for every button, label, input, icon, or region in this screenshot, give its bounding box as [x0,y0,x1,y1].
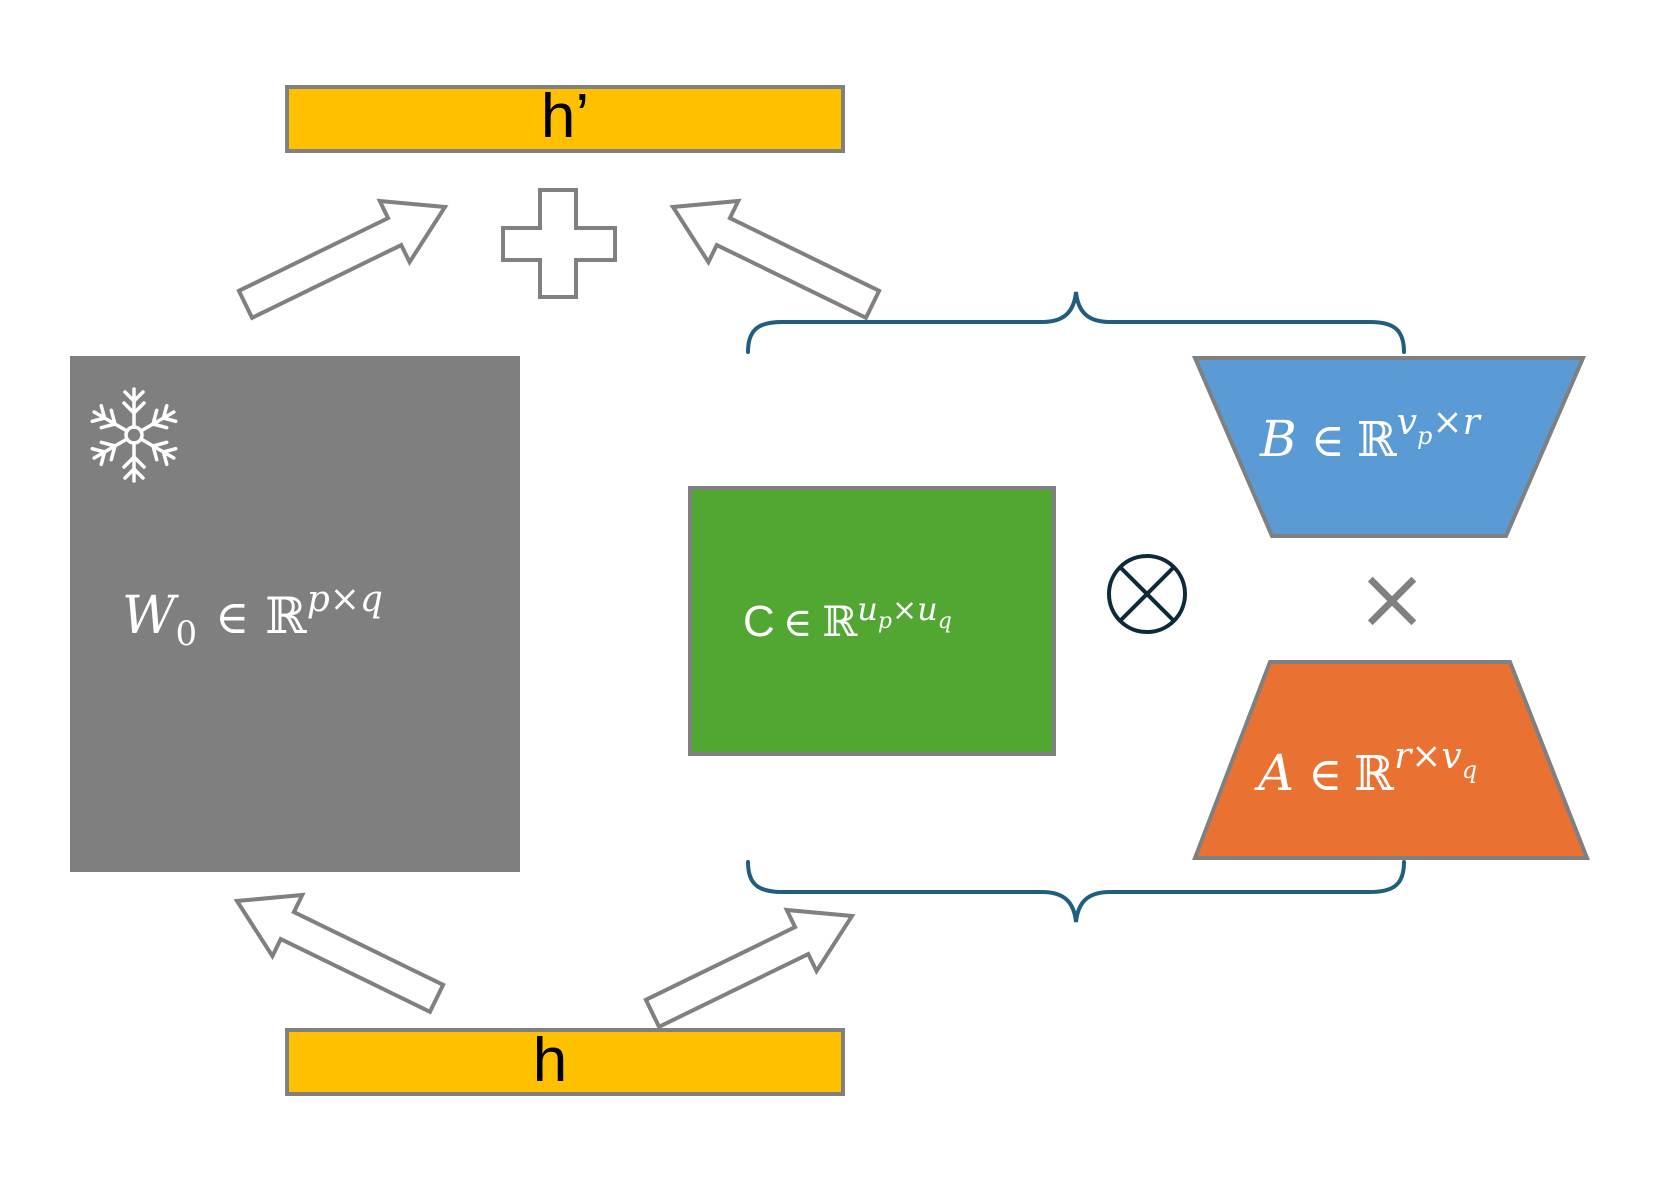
bottom-brace [746,860,1406,923]
kronecker-product-icon [1107,554,1187,634]
matrix-a-formula: A ∈ ℝr×vq [1254,736,1477,802]
times-symbol: × [1356,549,1428,649]
output-bar-label: h’ [541,82,589,151]
arrow-h-to-w0 [233,892,446,1015]
output-bar: h’ [285,82,845,153]
matrix-b-formula: B ∈ ℝvp×r [1259,402,1482,468]
arrow-adapter-to-sum [669,198,882,321]
top-brace [746,291,1406,354]
core-tensor-formula: C ∈ ℝup×uq [743,590,952,646]
frozen-weight-formula: W0 ∈ ℝp×q [122,579,383,654]
plus-icon [501,188,617,299]
snowflake-icon [87,387,181,483]
arrow-h-to-adapter [643,907,856,1030]
frozen-weight-block: W0 ∈ ℝp×q [70,356,520,872]
input-bar: h [285,1026,845,1096]
core-tensor-block: C ∈ ℝup×uq [688,486,1056,756]
input-bar-label: h [533,1026,567,1095]
matrix-b-block: B ∈ ℝvp×r [1191,356,1587,538]
arrow-w0-to-sum [236,198,449,321]
matrix-a-block: A ∈ ℝr×vq [1192,660,1590,860]
